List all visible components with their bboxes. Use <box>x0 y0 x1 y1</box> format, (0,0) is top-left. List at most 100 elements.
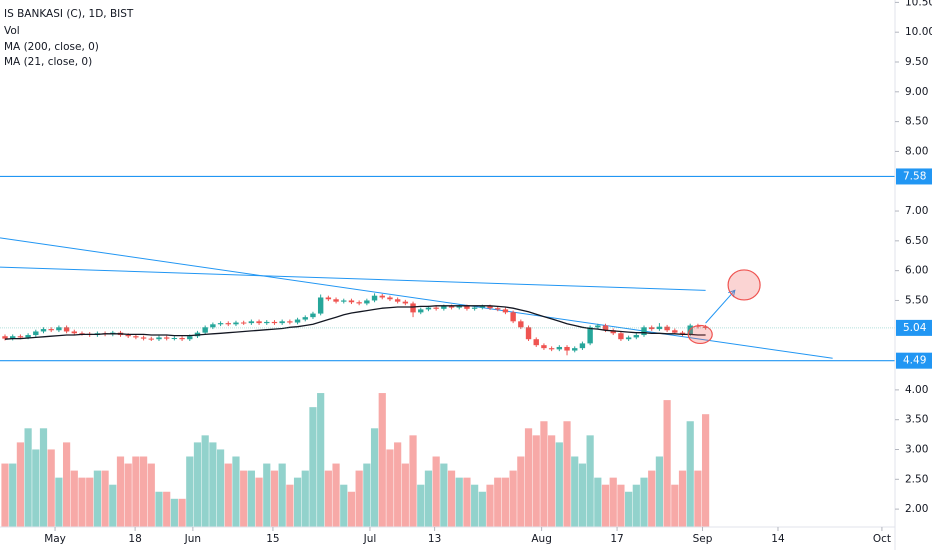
candle-body <box>148 338 154 340</box>
highlight-circle <box>687 324 713 345</box>
candle-body <box>210 324 216 328</box>
volume-bar <box>9 463 17 527</box>
volume-bar <box>509 470 517 527</box>
candle-body <box>502 309 509 313</box>
volume-bar <box>663 400 671 527</box>
candle-body <box>564 346 570 351</box>
candle-body <box>541 345 547 349</box>
volume-bar <box>640 477 648 527</box>
volume-bar <box>93 470 101 527</box>
price-label: 4.49 <box>903 355 926 367</box>
candle-body <box>402 301 409 304</box>
x-tick-label: Aug <box>531 533 552 545</box>
legend-vol: Vol <box>4 25 20 37</box>
candle-body <box>125 335 131 337</box>
volume-bar <box>301 470 309 527</box>
candle-body <box>602 325 609 331</box>
volume-bar <box>240 470 248 527</box>
volume-bar <box>617 484 625 527</box>
y-tick-label: 2.00 <box>905 503 928 515</box>
x-tick-label: Jul <box>363 533 377 545</box>
x-tick-label: Sep <box>693 533 713 545</box>
candle-body <box>317 297 324 314</box>
volume-bar <box>16 442 25 527</box>
candle-body <box>548 348 555 350</box>
volume-bar <box>39 428 48 527</box>
candle-body <box>679 332 686 335</box>
volume-bar <box>317 393 325 527</box>
candle-body <box>33 331 39 336</box>
volume-bar <box>324 470 332 527</box>
volume-bar <box>286 484 294 527</box>
candle-body <box>333 299 339 302</box>
candle-body <box>633 335 640 338</box>
candle-body <box>63 327 70 332</box>
volume-bar <box>186 456 194 527</box>
candle-body <box>410 303 416 313</box>
volume-bar <box>124 463 132 527</box>
candle-body <box>471 307 478 309</box>
candle-body <box>2 336 8 339</box>
volume-bar <box>193 442 202 527</box>
y-tick-label: 2.50 <box>905 473 928 485</box>
y-tick-label: 7.00 <box>905 205 928 217</box>
candle-body <box>371 295 378 301</box>
price-label-box <box>896 352 932 369</box>
volume-bar <box>571 456 579 527</box>
candle-body <box>510 312 516 322</box>
x-tick-label: 13 <box>428 533 441 545</box>
candle-body <box>48 329 54 331</box>
last-price-label: 5.04 <box>903 322 927 334</box>
candle-body <box>448 306 455 308</box>
volume-bar <box>270 470 279 527</box>
volume-bar <box>540 421 548 527</box>
volume-bar <box>694 470 702 527</box>
volume-bar <box>247 470 255 527</box>
plot <box>0 175 895 527</box>
volume-bar <box>47 449 55 527</box>
volume-bar <box>501 477 510 527</box>
candle-body <box>341 300 347 302</box>
x-tick-label: Jun <box>184 533 201 545</box>
candle-body <box>618 333 624 340</box>
volume-bar <box>163 491 171 527</box>
candle-body <box>302 317 308 320</box>
volume-bar <box>363 463 371 527</box>
ma21-line <box>4 305 706 340</box>
volume-bar <box>555 442 563 527</box>
volume-bar <box>278 463 286 527</box>
volume-bar <box>309 407 317 527</box>
volume-bar <box>378 393 386 527</box>
legend-ma200: MA (200, close, 0) <box>4 41 99 53</box>
candle-body <box>533 339 539 346</box>
candle-body <box>264 321 270 324</box>
volume-bar <box>155 491 163 527</box>
volume-bar <box>417 484 425 527</box>
volume-bar <box>132 456 140 527</box>
volume-bar <box>478 491 486 527</box>
candle-body <box>40 329 47 332</box>
y-tick-label: 9.00 <box>905 86 928 98</box>
candle-body <box>572 348 578 351</box>
volume-bar <box>702 414 710 527</box>
volume-bar <box>532 435 540 527</box>
candle-body <box>287 321 293 323</box>
volume-bar <box>609 477 617 527</box>
candle-body <box>133 336 139 338</box>
candle-body <box>356 302 362 304</box>
volume-bar <box>101 470 109 527</box>
volume-bar <box>201 435 209 527</box>
volume-bar <box>655 456 664 527</box>
candle-body <box>256 321 262 324</box>
y-tick-label: 5.50 <box>905 294 928 306</box>
candle-body <box>17 336 24 338</box>
candle-body <box>656 326 663 330</box>
volume-bar <box>224 463 232 527</box>
candle-body <box>394 299 401 302</box>
volume-bar <box>648 470 656 527</box>
candle-body <box>163 337 170 339</box>
candle-body <box>248 321 255 324</box>
volume-bar <box>55 477 63 527</box>
y-tick-label: 6.50 <box>905 235 928 247</box>
volume-bar <box>563 421 571 527</box>
